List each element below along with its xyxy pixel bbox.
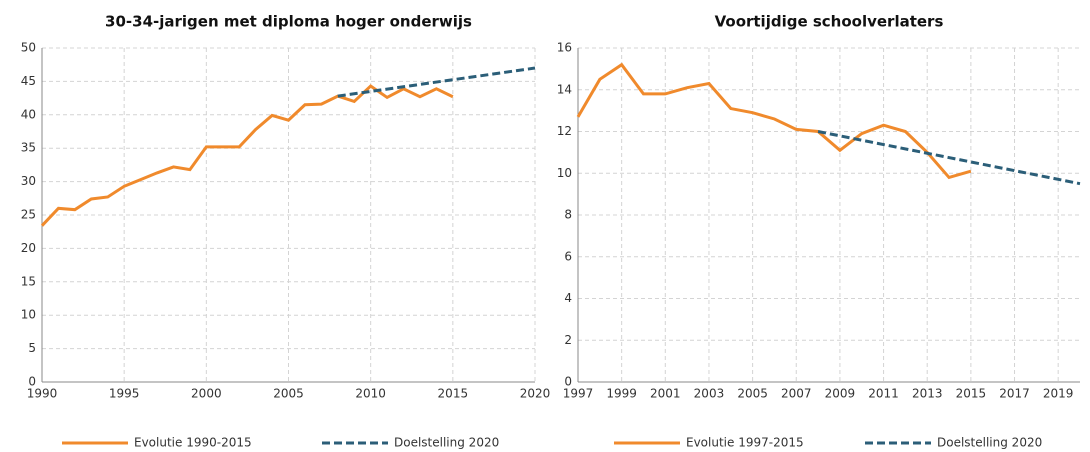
x-tick-label: 2015 [956, 387, 987, 401]
y-tick-label: 45 [21, 74, 36, 88]
y-tick-label: 35 [21, 141, 36, 155]
y-tick-label: 10 [21, 308, 36, 322]
series-line [576, 62, 972, 180]
y-tick-label: 16 [557, 41, 572, 55]
y-tick-label: 0 [28, 375, 36, 389]
y-tick-label: 50 [21, 41, 36, 55]
series-line [817, 130, 1081, 186]
x-tick-label: 2007 [781, 387, 812, 401]
y-tick-label: 0 [564, 375, 572, 389]
legend-label: Evolutie 1990-2015 [134, 436, 252, 450]
legend-label: Doelstelling 2020 [937, 436, 1042, 450]
x-tick-label: 1995 [109, 387, 140, 401]
y-tick-label: 30 [21, 174, 36, 188]
y-tick-label: 2 [564, 333, 572, 347]
x-tick-label: 1990 [27, 387, 58, 401]
chart-title: 30-34-jarigen met diploma hoger onderwij… [105, 13, 472, 31]
x-tick-label: 2019 [1043, 387, 1074, 401]
legend-label: Evolutie 1997-2015 [686, 436, 804, 450]
y-tick-label: 8 [564, 208, 572, 222]
x-tick-label: 2005 [737, 387, 768, 401]
x-tick-label: 1999 [606, 387, 637, 401]
x-tick-label: 2013 [912, 387, 943, 401]
series-line [337, 66, 536, 98]
y-tick-label: 25 [21, 208, 36, 222]
x-tick-label: 2005 [273, 387, 304, 401]
y-tick-label: 5 [28, 341, 36, 355]
y-tick-label: 10 [557, 166, 572, 180]
chart-title: Voortijdige schoolverlaters [715, 13, 944, 31]
x-tick-label: 2001 [650, 387, 681, 401]
y-tick-label: 15 [21, 274, 36, 288]
x-tick-label: 2009 [825, 387, 856, 401]
y-tick-label: 40 [21, 107, 36, 121]
x-tick-label: 2000 [191, 387, 222, 401]
x-tick-label: 2015 [438, 387, 469, 401]
y-tick-label: 20 [21, 241, 36, 255]
y-tick-label: 14 [557, 82, 572, 96]
y-tick-label: 6 [564, 249, 572, 263]
x-tick-label: 1997 [563, 387, 594, 401]
y-tick-label: 12 [557, 124, 572, 138]
x-tick-label: 2003 [694, 387, 725, 401]
y-tick-label: 4 [564, 291, 572, 305]
x-tick-label: 2011 [868, 387, 899, 401]
x-tick-label: 2017 [999, 387, 1030, 401]
x-tick-label: 2010 [355, 387, 386, 401]
legend-label: Doelstelling 2020 [394, 436, 499, 450]
series-line [40, 84, 454, 227]
x-tick-label: 2020 [520, 387, 551, 401]
